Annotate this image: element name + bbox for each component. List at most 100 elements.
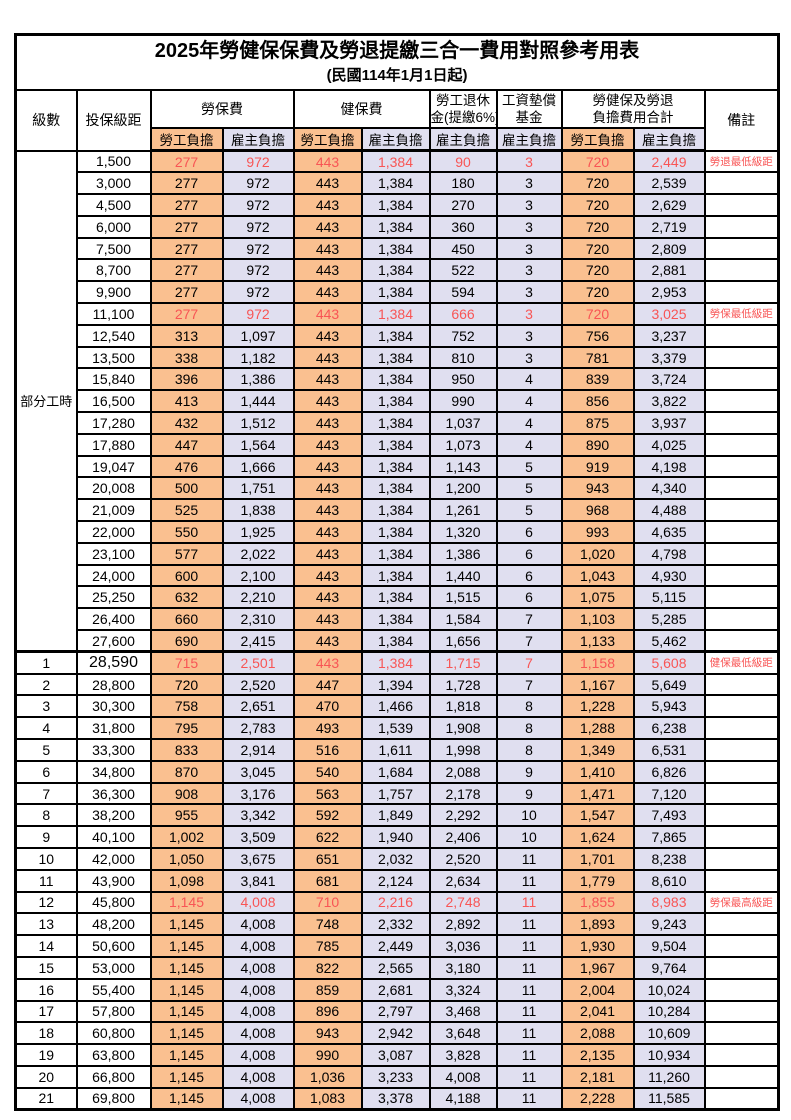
total-employee-cell: 2,004 bbox=[560, 977, 635, 1002]
health-employee-cell: 443 bbox=[292, 280, 363, 305]
wage-fund-employer-cell: 7 bbox=[495, 629, 563, 653]
labor-employer-cell: 972 bbox=[221, 236, 295, 261]
bracket-cell: 69,800 bbox=[75, 1086, 152, 1111]
remark-cell bbox=[703, 1021, 780, 1046]
total-employer-cell: 8,610 bbox=[632, 868, 706, 893]
labor-employee-cell: 715 bbox=[149, 650, 224, 675]
total-employer-cell: 11,585 bbox=[632, 1086, 706, 1111]
total-employee-cell: 1,624 bbox=[560, 825, 635, 849]
bracket-cell: 55,400 bbox=[75, 977, 152, 1002]
table-row: 16,500 413 1,444 443 1,384 990 4 856 3,822 bbox=[16, 389, 780, 414]
remark-cell bbox=[703, 1064, 780, 1089]
remark-cell bbox=[703, 934, 780, 958]
total-employee-cell: 1,701 bbox=[560, 847, 635, 871]
bracket-cell: 33,300 bbox=[75, 738, 152, 762]
remark-cell bbox=[703, 803, 780, 828]
health-employer-cell: 2,216 bbox=[360, 890, 431, 915]
labor-employer-cell: 2,022 bbox=[221, 541, 295, 566]
remark-cell bbox=[703, 607, 780, 632]
total-employer-cell: 5,943 bbox=[632, 694, 706, 719]
remark-cell bbox=[703, 716, 780, 741]
table-row: 7,500 277 972 443 1,384 450 3 720 2,809 bbox=[16, 236, 780, 261]
health-employer-cell: 1,384 bbox=[360, 280, 431, 305]
health-employee-cell: 990 bbox=[292, 1043, 363, 1067]
total-employee-cell: 1,158 bbox=[560, 650, 635, 675]
health-employee-cell: 443 bbox=[292, 520, 363, 544]
pension-employer-cell: 2,520 bbox=[428, 847, 498, 871]
table-row: 9,900 277 972 443 1,384 594 3 720 2,953 bbox=[16, 280, 780, 305]
wage-fund-employer-cell: 3 bbox=[495, 236, 563, 261]
group-header-labor: 勞保費 bbox=[149, 89, 295, 129]
remark-cell bbox=[703, 825, 780, 849]
pension-employer-cell: 3,828 bbox=[428, 1043, 498, 1067]
labor-employee-cell: 660 bbox=[149, 607, 224, 632]
remark-cell bbox=[703, 999, 780, 1024]
level-cell: 4 bbox=[14, 716, 78, 741]
labor-employer-cell: 4,008 bbox=[221, 890, 295, 915]
level-cell: 16 bbox=[14, 977, 78, 1002]
group-header-total: 勞健保及勞退 負擔費用合計 bbox=[560, 89, 706, 129]
group-header-health: 健保費 bbox=[292, 89, 431, 129]
health-employer-cell: 2,565 bbox=[360, 955, 431, 980]
total-employer-cell: 10,609 bbox=[632, 1021, 706, 1046]
labor-employee-cell: 338 bbox=[149, 345, 224, 370]
table-row: 13 48,200 1,145 4,008 748 2,332 2,892 11 1,893 9,… bbox=[14, 912, 780, 937]
health-employer-cell: 1,384 bbox=[360, 585, 431, 610]
table-row: 12,540 313 1,097 443 1,384 752 3 756 3,237 bbox=[16, 323, 780, 348]
labor-employee-cell: 1,145 bbox=[149, 1064, 224, 1089]
labor-employee-cell: 277 bbox=[149, 193, 224, 217]
pension-employer-cell: 3,036 bbox=[428, 934, 498, 958]
health-employer-cell: 1,384 bbox=[360, 650, 431, 675]
labor-employer-cell: 2,210 bbox=[221, 585, 295, 610]
pension-employer-cell: 360 bbox=[428, 214, 498, 239]
total-employee-cell: 756 bbox=[560, 323, 635, 348]
health-employee-cell: 622 bbox=[292, 825, 363, 849]
health-employer-cell: 1,611 bbox=[360, 738, 431, 762]
table-row: 11,100 277 972 443 1,384 666 3 720 3,025 勞保最低級距 bbox=[16, 302, 780, 326]
labor-employer-cell: 4,008 bbox=[221, 1064, 295, 1089]
health-employee-cell: 443 bbox=[292, 389, 363, 414]
bracket-cell: 23,100 bbox=[75, 541, 152, 566]
wage-fund-employer-cell: 10 bbox=[495, 825, 563, 849]
bracket-cell: 19,047 bbox=[75, 454, 152, 479]
total-employee-cell: 720 bbox=[560, 280, 635, 305]
total-employer-cell: 9,764 bbox=[632, 955, 706, 980]
pension-employer-cell: 1,656 bbox=[428, 629, 498, 653]
wage-fund-employer-cell: 11 bbox=[495, 912, 563, 937]
health-employer-cell: 1,384 bbox=[360, 367, 431, 392]
labor-employee-cell: 277 bbox=[149, 280, 224, 305]
labor-employee-cell: 550 bbox=[149, 520, 224, 544]
subheader-total-employee: 勞工負擔 bbox=[560, 127, 635, 152]
bracket-cell: 26,400 bbox=[75, 607, 152, 632]
total-employer-cell: 5,115 bbox=[632, 585, 706, 610]
labor-employer-cell: 1,386 bbox=[221, 367, 295, 392]
table-row: 3 30,300 758 2,651 470 1,466 1,818 8 1,228 5,943 bbox=[14, 694, 780, 719]
pension-employer-cell: 1,261 bbox=[428, 498, 498, 523]
pension-employer-cell: 90 bbox=[428, 149, 498, 174]
total-employer-cell: 4,488 bbox=[632, 498, 706, 523]
wage-fund-employer-cell: 4 bbox=[495, 389, 563, 414]
level-cell: 12 bbox=[14, 890, 78, 915]
labor-employee-cell: 277 bbox=[149, 258, 224, 283]
remark-cell bbox=[703, 912, 780, 937]
subheader-labor-employee: 勞工負擔 bbox=[149, 127, 224, 152]
table-row: 19,047 476 1,666 443 1,384 1,143 5 919 4,198 bbox=[16, 454, 780, 479]
table-row: 26,400 660 2,310 443 1,384 1,584 7 1,103 5,285 bbox=[16, 607, 780, 632]
total-employee-cell: 720 bbox=[560, 302, 635, 326]
labor-employee-cell: 476 bbox=[149, 454, 224, 479]
level-cell: 13 bbox=[14, 912, 78, 937]
health-employer-cell: 1,384 bbox=[360, 563, 431, 588]
remark-cell bbox=[703, 345, 780, 370]
wage-fund-employer-cell: 5 bbox=[495, 454, 563, 479]
labor-employer-cell: 3,176 bbox=[221, 781, 295, 806]
labor-employer-cell: 2,310 bbox=[221, 607, 295, 632]
table-row: 12 45,800 1,145 4,008 710 2,216 2,748 11 1,855 8,… bbox=[14, 890, 780, 915]
total-employee-cell: 720 bbox=[560, 171, 635, 196]
health-employer-cell: 1,684 bbox=[360, 759, 431, 784]
level-cell: 2 bbox=[14, 672, 78, 697]
labor-employee-cell: 795 bbox=[149, 716, 224, 741]
total-employee-cell: 720 bbox=[560, 193, 635, 217]
labor-employee-cell: 277 bbox=[149, 149, 224, 174]
labor-employer-cell: 4,008 bbox=[221, 1043, 295, 1067]
labor-employer-cell: 1,751 bbox=[221, 476, 295, 501]
